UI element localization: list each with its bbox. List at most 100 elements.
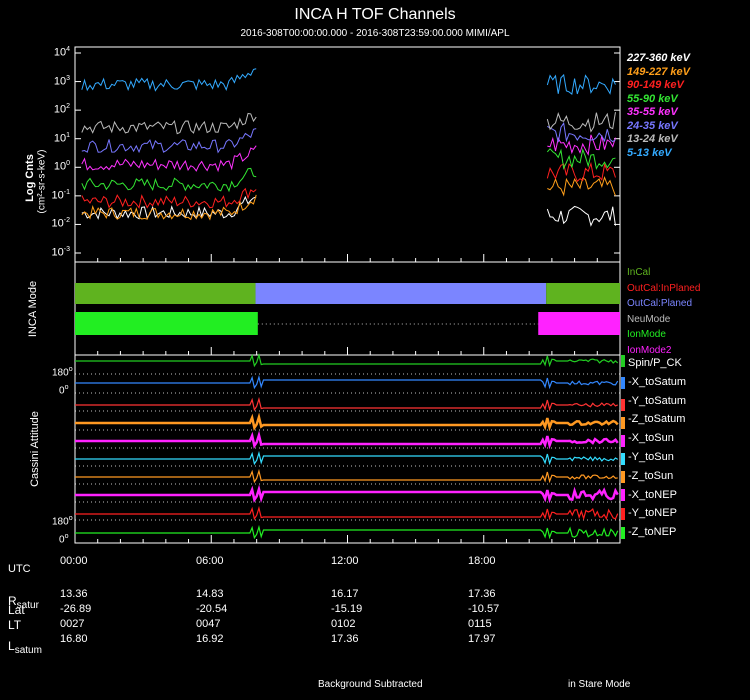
ephemeris-row-label: Lat <box>8 603 25 617</box>
mode-legend-ionmode2: IonMode2 <box>627 344 672 356</box>
attitude-tick-0-bottom: 0o <box>59 533 69 546</box>
flux-series-90-149-keV-before <box>81 187 257 209</box>
attitude-series--y-tosatum <box>75 396 618 412</box>
flux-legend-13-24-keV: 13-24 keV <box>627 133 678 145</box>
flux-ytick: 101 <box>53 131 70 145</box>
ephemeris-value: 13.36 <box>60 588 88 600</box>
flux-series-55-90-keV-after <box>546 147 616 171</box>
ephemeris-row-label: Lsatum <box>8 639 42 657</box>
ephemeris-value: 17.36 <box>468 588 496 600</box>
ephemeris-value: -10.57 <box>468 603 500 615</box>
flux-series-55-90-keV-before <box>81 167 257 193</box>
ephemeris-value: 16.92 <box>196 633 224 645</box>
calibration-segment <box>546 283 620 304</box>
panel-frame-1 <box>74 46 621 263</box>
flux-series-149-227-keV-before <box>81 194 257 221</box>
calibration-segment <box>75 283 256 304</box>
mode-ylabel: INCA Mode <box>27 280 39 338</box>
attitude-legend--x-tosun: -X_toSun <box>628 432 674 445</box>
attitude-tick-180-top: 180o <box>52 366 73 379</box>
flux-ytick: 10-1 <box>51 188 70 202</box>
calibration-segment <box>255 283 547 304</box>
chart-subtitle: 2016-308T00:00:00.000 - 2016-308T23:59:0… <box>240 28 510 39</box>
flux-legend-5-13-keV: 5-13 keV <box>627 146 672 159</box>
ephemeris-value: 0027 <box>60 618 85 630</box>
attitude-series--z-tosatum <box>75 412 619 432</box>
flux-ytick: 10-3 <box>51 246 70 259</box>
flux-ytick: 10-2 <box>51 217 70 231</box>
ephemeris-value: 17.36 <box>331 633 359 645</box>
ephemeris-value: -20.54 <box>196 603 228 615</box>
attitude-color-marker <box>621 377 625 389</box>
flux-ytick: 102 <box>53 103 70 116</box>
flux-series-227-360-keV-after <box>546 205 616 227</box>
ephemeris-value: 0047 <box>196 618 221 630</box>
mode-legend-outcal-inplaned: OutCal:InPlaned <box>627 282 701 294</box>
utc-label: UTC <box>8 563 31 575</box>
flux-series-5-13-keV-before <box>81 68 257 92</box>
attitude-legend--z-tosun: -Z_toSun <box>628 469 674 482</box>
attitude-ylabel: Cassini Attitude <box>29 411 41 487</box>
flux-legend-55-90-keV: 55-90 keV <box>627 92 678 105</box>
panel-frame-2 <box>74 261 621 356</box>
ephemeris-value: 17.97 <box>468 633 496 645</box>
flux-series-90-149-keV-after <box>546 161 616 183</box>
mode-legend-ionmode: IonMode <box>627 329 666 340</box>
attitude-color-marker <box>621 417 625 429</box>
attitude-tick-0-top: 0o <box>59 384 69 397</box>
flux-series-5-13-keV-after <box>546 73 616 96</box>
flux-series-13-24-keV-after <box>546 111 616 133</box>
attitude-color-marker <box>621 527 625 539</box>
flux-legend-35-55-keV: 35-55 keV <box>627 106 678 118</box>
ephemeris-row-label: Rsatur <box>8 594 39 612</box>
attitude-legend--y-tosatum: -Y_toSatum <box>628 394 687 407</box>
attitude-color-marker <box>621 355 625 367</box>
ephemeris-time: 00:00 <box>60 555 88 567</box>
flux-series-149-227-keV-after <box>547 175 616 197</box>
mode-legend-incal: InCal <box>627 267 651 278</box>
attitude-series--y-tonep <box>75 505 619 521</box>
attitude-series--z-tosun <box>75 468 618 484</box>
ephemeris-time: 06:00 <box>196 555 224 567</box>
attitude-legend-spin-p-ck: Spin/P_CK <box>628 357 682 369</box>
flux-legend-90-149-keV: 90-149 keV <box>627 79 684 91</box>
attitude-tick-180-bottom: 180o <box>52 515 73 528</box>
attitude-color-marker <box>621 489 625 501</box>
flux-legend-24-35-keV: 24-35 keV <box>627 119 678 132</box>
attitude-color-marker <box>621 453 625 465</box>
attitude-legend--z-tonep: -Z_toNEP <box>628 526 677 539</box>
attitude-series--x-tonep <box>75 484 619 504</box>
ephemeris-value: 16.80 <box>60 633 88 645</box>
chart-title: INCA H TOF Channels <box>294 6 456 23</box>
attitude-color-marker <box>621 435 625 447</box>
attitude-series--x-tosatum <box>75 374 619 390</box>
attitude-legend--x-tonep: -X_toNEP <box>628 488 677 501</box>
flux-ytick: 104 <box>53 46 70 59</box>
mode-legend-outcal-planed: OutCal:Planed <box>627 298 693 309</box>
attitude-series--y-tosun <box>75 450 619 466</box>
flux-series-227-360-keV-before <box>81 195 257 220</box>
attitude-series--z-tonep <box>75 524 619 540</box>
attitude-series-spin-p-ck <box>75 352 619 368</box>
ephemeris-value: 14.83 <box>196 588 224 600</box>
mode-legend-neumode: NeuMode <box>627 313 671 325</box>
attitude-legend--y-tosun: -Y_toSun <box>628 451 674 463</box>
flux-ytick: 103 <box>53 74 70 88</box>
attitude-legend--y-tonep: -Y_toNEP <box>628 507 677 520</box>
flux-legend-227-360-keV: 227-360 keV <box>627 52 690 64</box>
flux-series-35-55-keV-before <box>81 145 257 173</box>
ephemeris-row-label: LT <box>8 618 22 632</box>
attitude-color-marker <box>621 399 625 411</box>
attitude-color-marker <box>621 471 625 483</box>
ephemeris-value: 0115 <box>468 618 492 630</box>
flux-series-24-35-keV-before <box>81 128 257 154</box>
attitude-legend--x-tosatum: -X_toSatum <box>628 375 687 388</box>
flux-ytick: 100 <box>53 160 70 173</box>
flux-legend-149-227-keV: 149-227 keV <box>627 65 690 78</box>
ephemeris-value: -15.19 <box>331 603 363 615</box>
ephemeris-time: 18:00 <box>468 555 496 567</box>
footer-background-note: Background Subtracted <box>318 679 423 690</box>
ephemeris-value: 16.17 <box>331 588 359 600</box>
mode-segment <box>538 312 620 335</box>
